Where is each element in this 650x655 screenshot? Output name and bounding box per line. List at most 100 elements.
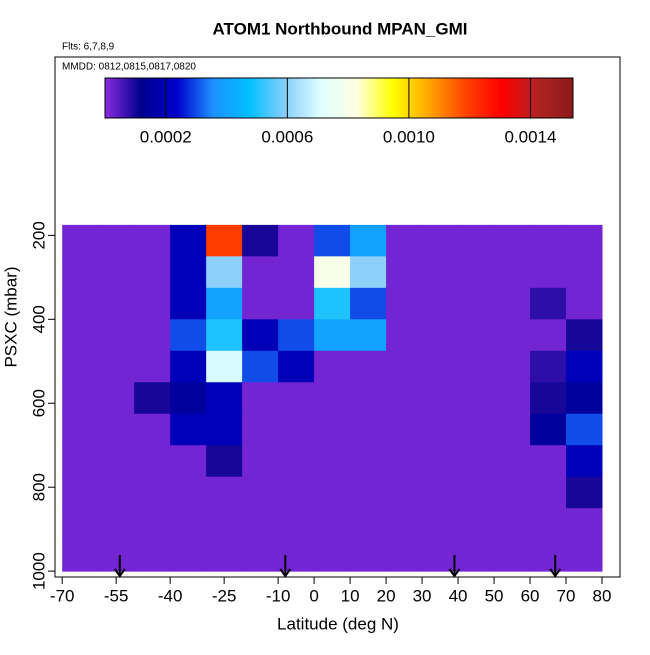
heat-cell — [386, 539, 423, 572]
heat-cell — [566, 476, 603, 509]
heat-cell — [422, 476, 459, 509]
heat-cell — [386, 287, 423, 320]
heat-cell — [206, 539, 243, 572]
heat-cell — [170, 539, 207, 572]
heat-cell — [62, 382, 99, 415]
heat-cell — [458, 350, 495, 383]
heat-cell — [62, 256, 99, 289]
heat-cell — [314, 350, 351, 383]
heat-cell — [98, 445, 135, 478]
heat-cell — [62, 413, 99, 446]
heat-cell — [386, 445, 423, 478]
colorbar — [104, 77, 574, 119]
heat-cell — [98, 413, 135, 446]
heat-cell — [62, 287, 99, 320]
heat-cell — [170, 445, 207, 478]
x-tick-label: -55 — [104, 586, 129, 605]
heat-cell — [566, 382, 603, 415]
x-tick-label: -25 — [212, 586, 237, 605]
heat-cell — [134, 508, 171, 541]
heat-cell — [566, 445, 603, 478]
heat-cell — [458, 382, 495, 415]
heat-cell — [386, 256, 423, 289]
heat-cell — [278, 382, 315, 415]
x-tick-label: 20 — [377, 586, 396, 605]
heat-cell — [170, 224, 207, 257]
heat-cell — [242, 224, 279, 257]
heat-cell — [134, 350, 171, 383]
x-tick-label: 80 — [593, 586, 612, 605]
heat-cell — [494, 382, 531, 415]
heat-cell — [350, 413, 387, 446]
subtitle: Flts: 6,7,8,9 — [62, 42, 115, 53]
heat-cell — [98, 508, 135, 541]
heat-cell — [278, 445, 315, 478]
heat-cell — [350, 382, 387, 415]
heat-cell — [386, 382, 423, 415]
heat-cell — [350, 319, 387, 352]
heat-cell — [242, 508, 279, 541]
heat-cell — [494, 287, 531, 320]
heat-cell — [98, 256, 135, 289]
heat-cell — [422, 445, 459, 478]
x-axis-label: Latitude (deg N) — [277, 614, 399, 633]
heat-cell — [458, 539, 495, 572]
heat-cell — [458, 476, 495, 509]
heat-cell — [170, 287, 207, 320]
y-tick-label: 800 — [29, 473, 48, 501]
heat-cell — [278, 539, 315, 572]
colorbar-tick-label: 0.0014 — [504, 127, 556, 146]
chart-title: ATOM1 Northbound MPAN_GMI — [213, 19, 468, 38]
heat-cell — [242, 287, 279, 320]
heat-cell — [386, 508, 423, 541]
heat-cell — [206, 287, 243, 320]
heat-cell — [530, 287, 567, 320]
heat-cell — [62, 508, 99, 541]
heat-cell — [566, 287, 603, 320]
heat-cell — [458, 287, 495, 320]
heat-cell — [314, 224, 351, 257]
heat-cell — [98, 382, 135, 415]
heat-cell — [386, 476, 423, 509]
heat-cell — [422, 382, 459, 415]
heat-cell — [170, 319, 207, 352]
heat-cell — [242, 382, 279, 415]
heat-cell — [134, 319, 171, 352]
heat-cell — [458, 413, 495, 446]
heat-cell — [458, 445, 495, 478]
heat-cell — [62, 445, 99, 478]
heat-cell — [422, 287, 459, 320]
heat-cell — [530, 350, 567, 383]
heat-cell — [566, 319, 603, 352]
heat-cell — [494, 445, 531, 478]
heat-cell — [458, 319, 495, 352]
x-tick-label: 30 — [413, 586, 432, 605]
x-tick-label: -70 — [50, 586, 75, 605]
flight-marker — [113, 555, 126, 578]
heat-cell — [62, 539, 99, 572]
heat-cell — [386, 413, 423, 446]
heat-cell — [98, 350, 135, 383]
heat-cell — [278, 224, 315, 257]
heat-cell — [350, 256, 387, 289]
y-tick-label: 400 — [29, 305, 48, 333]
heat-cell — [278, 476, 315, 509]
heat-cell — [530, 508, 567, 541]
heat-cell — [170, 476, 207, 509]
y-tick-label: 600 — [29, 389, 48, 417]
colorbar-tick-label: 0.0010 — [383, 127, 435, 146]
heat-cell — [314, 445, 351, 478]
heat-cell — [62, 476, 99, 509]
heat-cell — [314, 256, 351, 289]
heat-cell — [530, 382, 567, 415]
heat-cell — [422, 350, 459, 383]
heat-cell — [206, 256, 243, 289]
heat-cell — [566, 256, 603, 289]
heat-cell — [494, 413, 531, 446]
heat-cell — [134, 413, 171, 446]
heat-cell — [62, 350, 99, 383]
x-tick-label: 70 — [557, 586, 576, 605]
heat-cell — [386, 319, 423, 352]
flight-marker — [448, 555, 461, 578]
